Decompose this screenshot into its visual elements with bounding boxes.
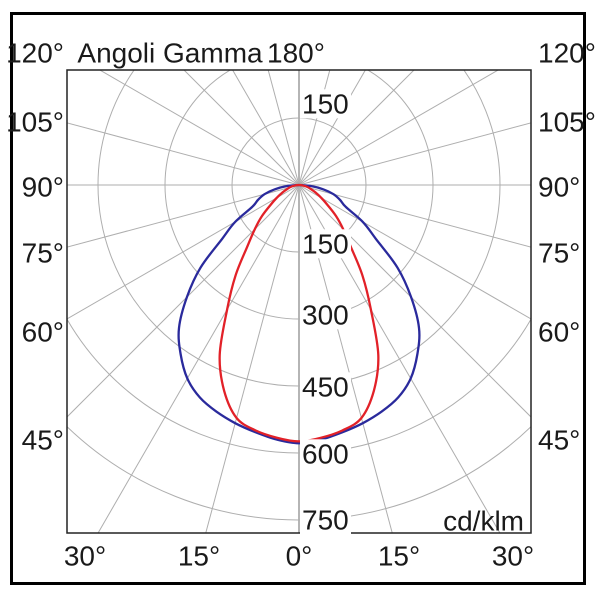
gamma-spoke (298, 184, 393, 533)
intensity-ring-label: 300 (300, 299, 351, 331)
gamma-label-bottom: 15° (377, 540, 421, 572)
gamma-label-left: 90° (21, 171, 64, 203)
chart-title: Angoli Gamma (77, 37, 263, 69)
intensity-ring (231, 117, 367, 253)
gamma-label-left: 120° (6, 37, 64, 69)
intensity-ring-label: 750 (300, 504, 351, 536)
gamma-label-left: 60° (21, 316, 64, 348)
gamma-label-right: 60° (538, 316, 581, 348)
gamma-spoke (298, 184, 531, 418)
intensity-ring-label: 450 (300, 371, 351, 403)
intensity-ring-label: 150 (300, 228, 351, 260)
gamma-label-bottom: 30° (63, 540, 107, 572)
gamma-label-right: 90° (538, 171, 581, 203)
gamma-spoke (298, 184, 531, 320)
gamma-label-right: 120° (538, 37, 596, 69)
gamma-spoke (232, 70, 300, 186)
gamma-spoke (67, 184, 300, 418)
gamma-spoke (67, 184, 300, 248)
intensity-ring (67, 318, 531, 454)
gamma-spoke (298, 70, 415, 186)
gamma-label-bottom: 30° (491, 540, 535, 572)
gamma-spoke (298, 184, 501, 533)
intensity-ring (67, 425, 531, 521)
gamma-spoke (67, 122, 300, 186)
chart-outer-frame (10, 12, 586, 585)
gamma-label-left: 75° (21, 237, 64, 269)
gamma-label-left: 45° (21, 424, 64, 456)
gamma-spoke (298, 122, 531, 186)
gamma-spoke (98, 70, 300, 186)
gamma-spoke (298, 70, 500, 186)
gamma-label-right: 45° (538, 424, 581, 456)
gamma-label-right: 105° (538, 106, 596, 138)
gamma-spoke (298, 184, 531, 248)
red-curve (218, 183, 380, 443)
gamma-label-bottom: 0° (285, 540, 313, 572)
gamma-spoke (97, 184, 300, 533)
blue-curve (177, 183, 421, 445)
gamma-label-bottom: 15° (177, 540, 221, 572)
plot-border (66, 69, 532, 534)
gamma-label-right: 75° (538, 237, 581, 269)
gamma-spoke (205, 184, 300, 533)
unit-label: cd/klm (443, 505, 524, 537)
gamma-label-180: 180° (267, 37, 325, 69)
photometric-curves (177, 183, 421, 445)
gamma-spoke (267, 70, 300, 186)
gamma-label-left: 105° (6, 106, 64, 138)
gamma-spoke (183, 70, 300, 186)
intensity-ring (97, 70, 501, 387)
intensity-ring-label: 600 (300, 438, 351, 470)
intensity-ring-label: 150 (300, 88, 351, 120)
intensity-ring (164, 70, 434, 320)
gamma-spoke (67, 184, 300, 320)
